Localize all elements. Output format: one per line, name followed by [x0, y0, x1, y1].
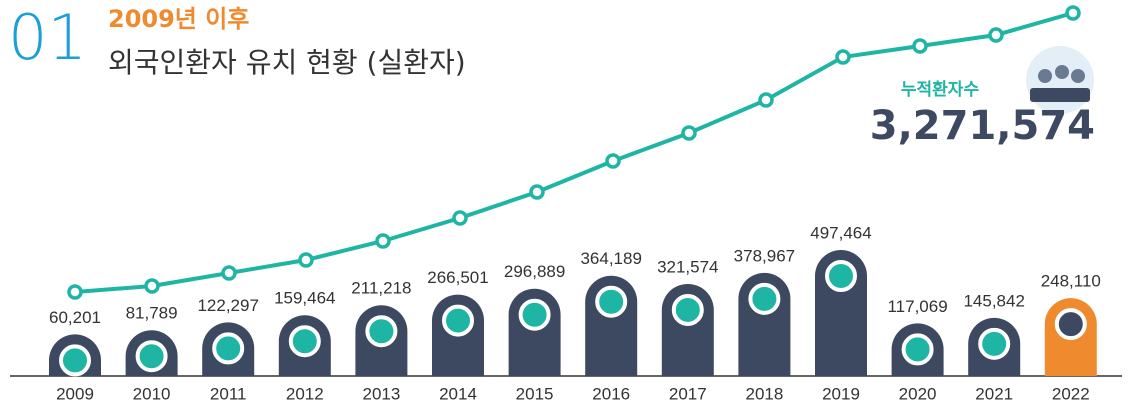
bar-dot	[135, 340, 168, 373]
x-tick-label: 2016	[592, 384, 630, 403]
value-label: 497,464	[810, 223, 871, 242]
x-tick-label: 2011	[210, 384, 247, 403]
x-tick-label: 2013	[362, 384, 400, 403]
bar-dot	[825, 260, 857, 292]
value-label: 266,501	[427, 268, 488, 287]
bar-dot	[59, 344, 91, 377]
value-label: 122,297	[197, 296, 258, 315]
title: 외국인환자 유치 현황 (실환자)	[108, 46, 466, 79]
x-tick-label: 2015	[516, 384, 554, 403]
bar-dot	[518, 298, 551, 331]
value-label: 159,464	[274, 289, 335, 308]
x-tick-label: 2009	[56, 384, 94, 403]
value-label: 321,574	[657, 257, 718, 276]
x-tick-label: 2012	[286, 384, 324, 403]
bar-dot	[288, 325, 321, 358]
subtitle: 2009년 이후	[108, 5, 249, 33]
bar-dot	[978, 327, 1011, 360]
bar-dot	[442, 304, 474, 337]
value-label: 81,789	[126, 304, 178, 323]
value-label: 117,069	[887, 297, 947, 316]
bar-dot	[595, 285, 628, 318]
value-label: 296,889	[504, 262, 565, 281]
section-number: 01	[8, 1, 87, 74]
bar-dot	[212, 332, 245, 365]
x-tick-label: 2018	[745, 384, 783, 403]
x-tick-label: 2017	[669, 384, 707, 403]
x-tick-label: 2019	[822, 384, 860, 403]
bar-dot	[365, 315, 398, 348]
trend-line	[74, 11, 1074, 294]
x-tick-label: 2014	[439, 384, 477, 403]
bar-dot	[1054, 308, 1087, 341]
total-value: 3,271,574	[870, 103, 1095, 149]
x-tick-label: 2020	[899, 384, 937, 403]
value-label: 248,110	[1041, 272, 1101, 291]
total-label: 누적환자수	[901, 80, 980, 100]
bar-dot	[748, 282, 781, 315]
value-label: 364,189	[580, 249, 641, 268]
bar-dot	[901, 333, 934, 366]
people-icon	[1026, 46, 1094, 114]
value-label: 378,967	[734, 246, 795, 265]
value-label: 60,201	[49, 308, 101, 327]
value-label: 211,218	[351, 279, 411, 298]
trend-points	[67, 5, 1081, 300]
value-label: 145,842	[963, 291, 1024, 310]
bar-dot	[671, 293, 704, 326]
x-tick-label: 2021	[975, 384, 1013, 403]
x-tick-label: 2010	[133, 384, 171, 403]
x-tick-label: 2022	[1052, 384, 1090, 403]
